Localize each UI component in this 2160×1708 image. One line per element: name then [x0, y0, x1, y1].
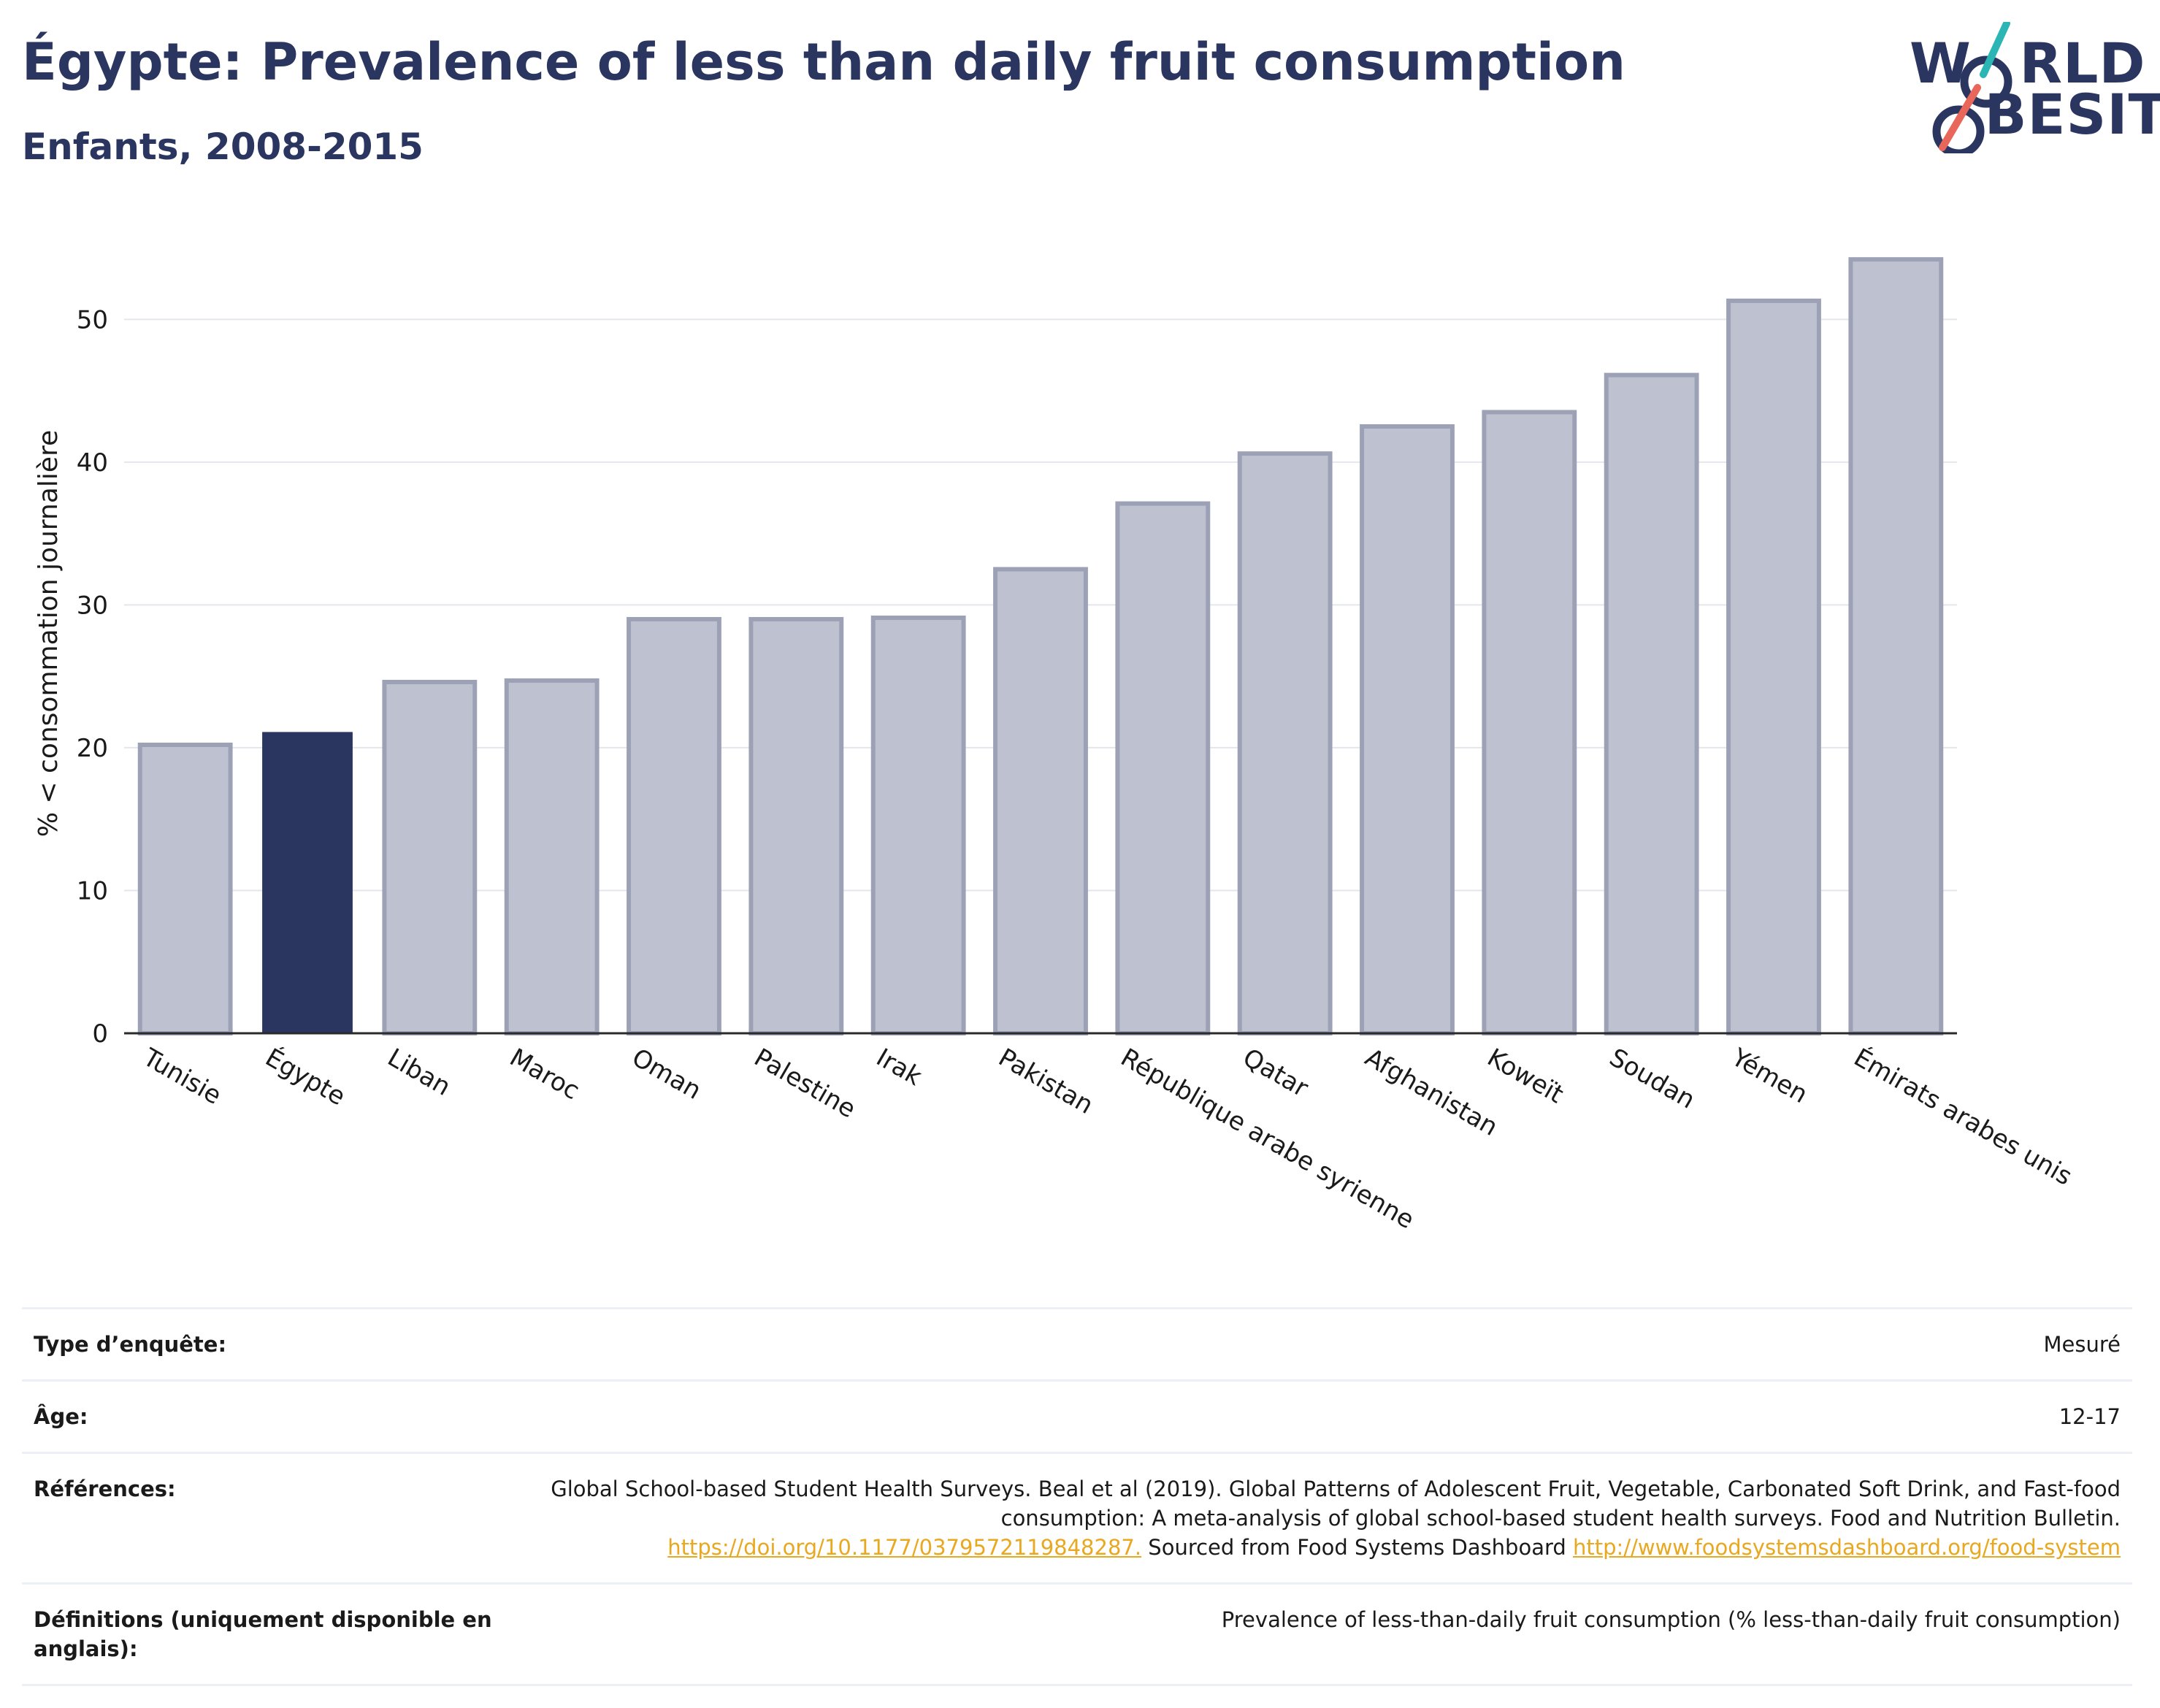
chart-title: Égypte: Prevalence of less than daily fr…: [22, 32, 1625, 92]
bar-7: [993, 567, 1088, 1035]
chart-subtitle: Enfants, 2008-2015: [22, 126, 424, 168]
y-tick-label: 50: [77, 305, 108, 334]
y-tick-label: 40: [77, 448, 108, 478]
y-tick-label: 20: [77, 734, 108, 763]
meta-label: Références:: [22, 1452, 513, 1584]
bar-5: [748, 616, 844, 1035]
meta-value: Mesuré: [513, 1307, 2132, 1381]
y-tick-label: 0: [92, 1019, 108, 1049]
x-tick-label: Yémen: [1726, 1043, 1813, 1110]
y-tick-label: 30: [77, 591, 108, 620]
y-tick-label: 10: [77, 876, 108, 905]
bar-10: [1360, 424, 1455, 1035]
food-systems-link[interactable]: http://www.foodsystemsdashboard.org/food…: [1573, 1535, 2121, 1560]
x-tick-label: Afghanistan: [1360, 1043, 1503, 1142]
x-tick-label: Oman: [627, 1043, 707, 1106]
bar-9: [1237, 451, 1333, 1035]
metadata-table: Type d’enquête: Mesuré Âge: 12-17 Référe…: [22, 1307, 2132, 1686]
meta-value: Global School-based Student Health Surve…: [513, 1452, 2132, 1584]
x-tick-label: Soudan: [1604, 1043, 1700, 1115]
bar-8: [1115, 501, 1211, 1035]
x-tick-label: Koweït: [1482, 1043, 1569, 1109]
x-tick-label: Tunisie: [137, 1043, 226, 1111]
meta-value: 12-17: [513, 1379, 2132, 1453]
bar-0: [137, 743, 233, 1036]
x-tick-label: Liban: [383, 1043, 456, 1102]
meta-row-references: Références: Global School-based Student …: [22, 1452, 2132, 1584]
meta-label: Définitions (uniquement disponible en an…: [22, 1582, 513, 1686]
reference-mid-text: Sourced from Food Systems Dashboard: [1141, 1535, 1574, 1560]
bar-2: [382, 679, 478, 1035]
bar-11: [1482, 410, 1577, 1036]
logo-line2: OBESITY: [1984, 82, 2160, 147]
bar-6: [870, 615, 966, 1035]
x-tick-label: Palestine: [749, 1043, 861, 1124]
y-axis-label: % < consommation journalière: [34, 430, 64, 837]
bar-chart: 0 10 20 30 40 50 % < consommation journalière T…: [0, 190, 2160, 1285]
x-tick-label: Maroc: [505, 1043, 584, 1106]
bar-13: [1726, 298, 1821, 1035]
x-tick-label: Émirats arabes unis: [1849, 1042, 2077, 1191]
bar-1: [262, 732, 353, 1033]
meta-label: Type d’enquête:: [22, 1307, 513, 1381]
x-tick-label: Égypte: [261, 1042, 351, 1111]
meta-row-definitions: Définitions (uniquement disponible en an…: [22, 1582, 2132, 1686]
chart-svg: 0 10 20 30 40 50 % < consommation journalière T…: [34, 257, 2077, 1235]
bar-3: [504, 678, 600, 1035]
logo-mark-icon: [1932, 22, 2012, 153]
doi-link[interactable]: https://doi.org/10.1177/0379572119848287…: [667, 1535, 1142, 1560]
meta-row-age: Âge: 12-17: [22, 1379, 2132, 1453]
world-obesity-logo: WORLD OBESITY: [1899, 22, 2160, 153]
bar-14: [1848, 257, 1944, 1036]
x-tick-label: Pakistan: [994, 1043, 1098, 1120]
reference-text: Global School-based Student Health Surve…: [551, 1477, 2121, 1531]
meta-value: Prevalence of less-than-daily fruit cons…: [513, 1582, 2132, 1686]
meta-label: Âge:: [22, 1379, 513, 1453]
bar-12: [1604, 372, 1699, 1035]
logo-line1: WORLD: [1910, 31, 2146, 96]
x-tick-label: Qatar: [1238, 1043, 1313, 1103]
meta-row-survey-type: Type d’enquête: Mesuré: [22, 1307, 2132, 1381]
x-tick-label: Irak: [871, 1043, 927, 1092]
bar-4: [627, 616, 721, 1035]
